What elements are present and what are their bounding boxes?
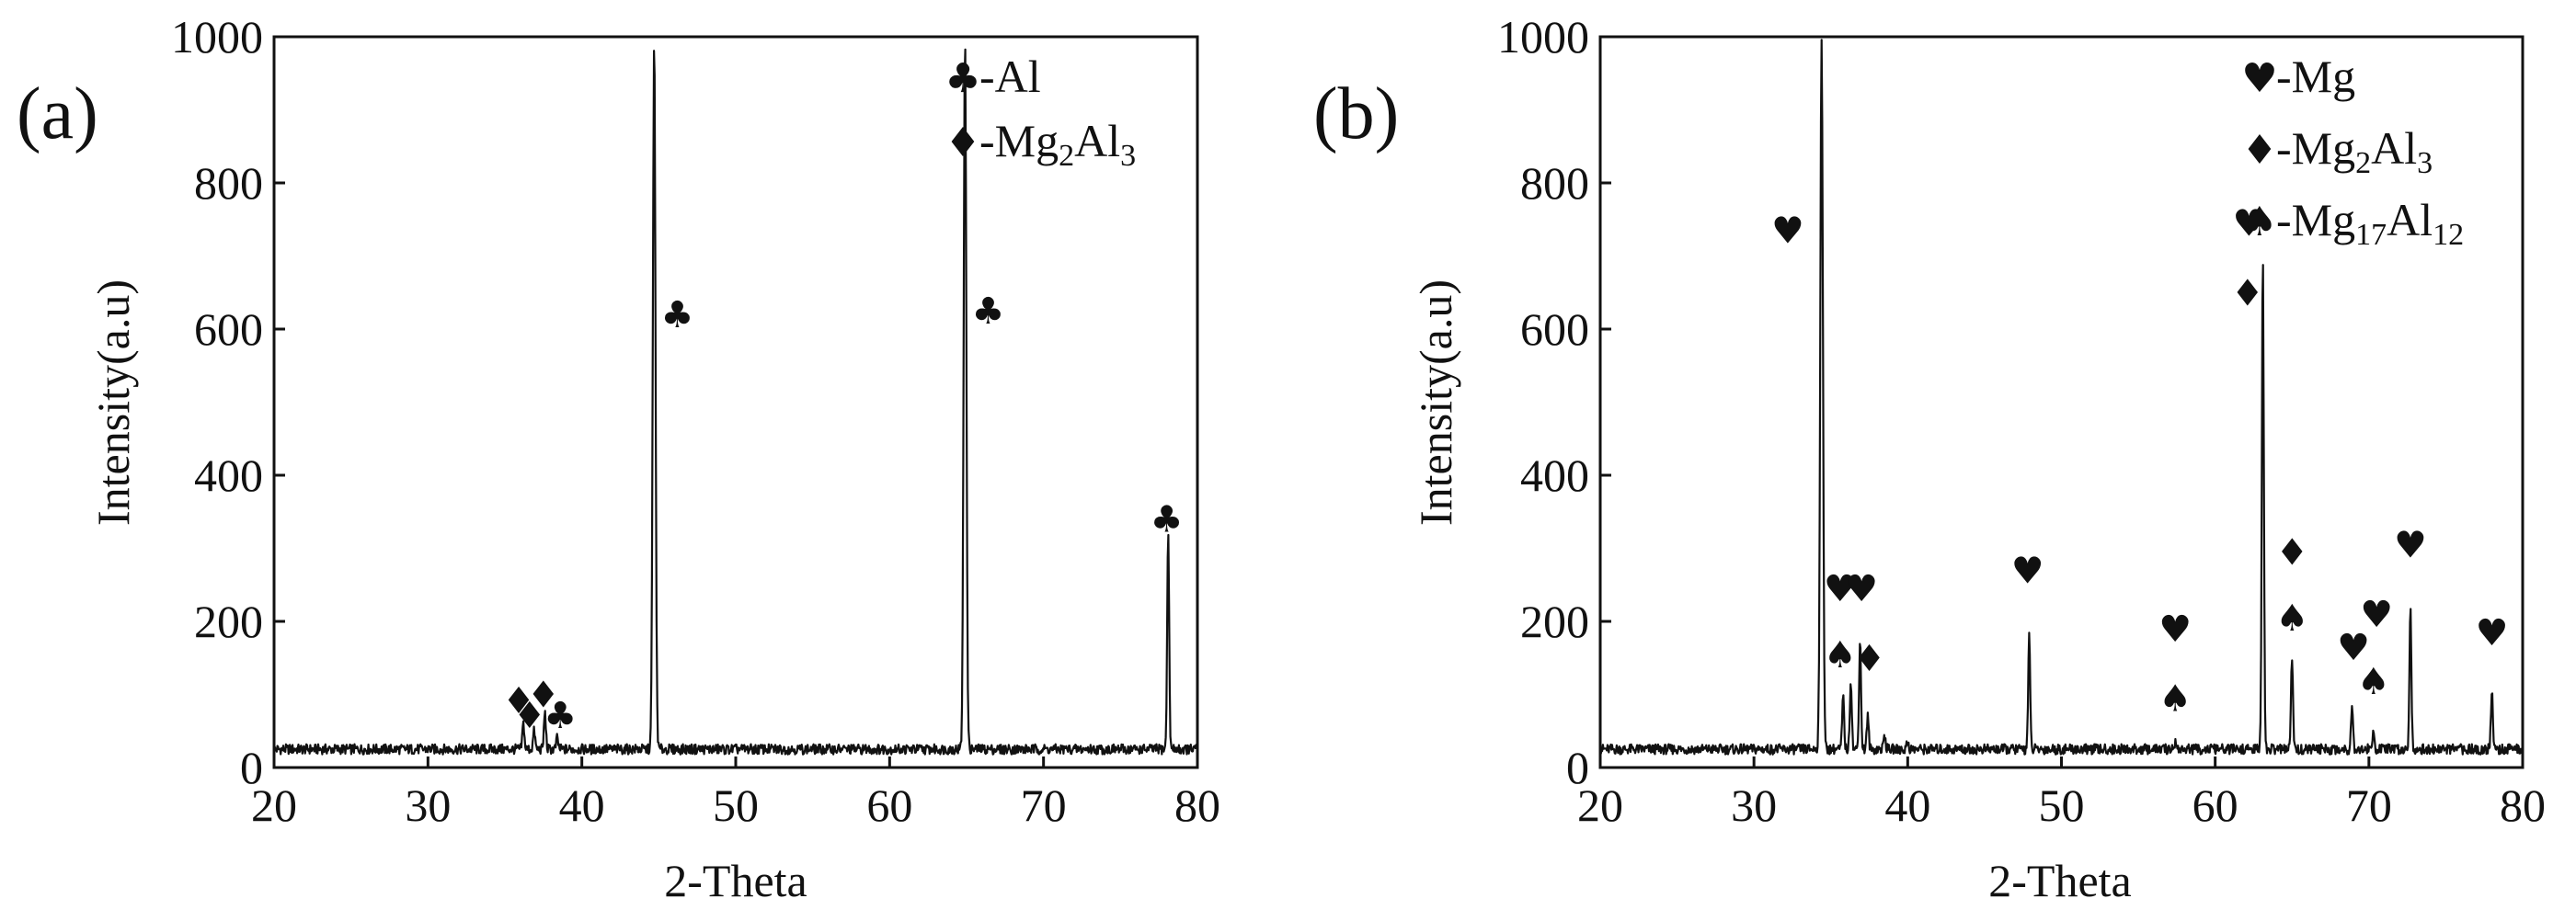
y-tick-label: 800 [1520, 157, 1589, 209]
diamond-marker: ♦ [502, 680, 535, 722]
panel-a-peak-markers: ♦♦♦♣♣ ♣♣ [502, 290, 1183, 737]
heart-marker: ♥ [1771, 210, 1804, 253]
y-tick-label: 1000 [171, 11, 263, 63]
legend-label: -Mg [2276, 51, 2355, 102]
y-tick-label: 800 [194, 157, 263, 209]
panel-b-x-ticks: 20 30 40 50 60 70 80 [1577, 756, 2546, 831]
club-marker: ♣ [544, 695, 577, 737]
y-tick-label: 200 [194, 596, 263, 647]
heart-marker: ♥ [2476, 612, 2509, 654]
heart-marker: ♥ [2394, 525, 2427, 567]
heart-marker: ♥ [2233, 203, 2266, 245]
y-tick-label: 200 [1520, 596, 1589, 647]
heart-marker: ♥ [2337, 627, 2370, 669]
x-tick-label: 70 [2346, 779, 2392, 831]
x-tick-label: 50 [713, 779, 759, 831]
panel-b-xrd-trace [1599, 39, 2524, 756]
club-marker: ♣ [660, 294, 693, 336]
x-tick-label: 60 [866, 779, 912, 831]
panel-b-x-axis-label: 2-Theta [1988, 855, 2131, 906]
y-tick-label: 400 [194, 449, 263, 501]
x-tick-label: 20 [251, 779, 297, 831]
spade-marker: ♠ [1824, 634, 1857, 677]
legend-symbol: ♣ [945, 55, 980, 102]
x-tick-label: 60 [2192, 779, 2238, 831]
diamond-marker: ♦ [513, 695, 546, 737]
panel-b-legend: ♥-Mg ♦-Mg2Al3 ♠-Mg17Al12 [2241, 51, 2464, 252]
heart-marker: ♥ [1824, 568, 1857, 610]
legend-label: -Mg2Al3 [2276, 122, 2433, 180]
heart-marker: ♥ [2158, 609, 2192, 651]
panel-a-x-ticks: 20 30 40 50 60 70 80 [251, 756, 1220, 831]
x-tick-label: 50 [2039, 779, 2085, 831]
y-tick-label: 0 [1566, 742, 1589, 793]
diamond-marker: ♦ [1853, 638, 1886, 680]
panel-a-xrd-trace [272, 48, 1199, 756]
panel-b-y-axis-label: Intensity(a.u) [1410, 279, 1461, 526]
panel-b-label: (b) [1313, 74, 1399, 154]
diamond-marker: ♦ [527, 675, 560, 717]
panel-a-y-axis-label: Intensity(a.u) [87, 279, 139, 526]
y-tick-label: 0 [240, 742, 263, 793]
diamond-marker: ♦ [2275, 531, 2308, 574]
legend-symbol: ♦ [2241, 127, 2277, 174]
legend-symbol: ♠ [2241, 199, 2277, 245]
panel-b-y-ticks: 0 200 400 600 800 1000 [1497, 11, 1611, 793]
heart-marker: ♥ [1845, 568, 1878, 610]
panel-a-label: (a) [17, 74, 98, 154]
panel-a-legend: ♣-Al ♦-Mg2Al3 [945, 51, 1136, 173]
y-tick-label: 1000 [1497, 11, 1589, 63]
legend-label: -Mg17Al12 [2276, 194, 2464, 252]
diamond-marker: ♦ [2231, 272, 2264, 314]
x-tick-label: 40 [1884, 779, 1930, 831]
y-tick-label: 400 [1520, 449, 1589, 501]
x-tick-label: 40 [559, 779, 605, 831]
heart-marker: ♥ [2360, 594, 2393, 636]
x-tick-label: 20 [1577, 779, 1623, 831]
club-marker: ♣ [971, 290, 1004, 333]
x-tick-label: 70 [1021, 779, 1067, 831]
x-tick-label: 30 [405, 779, 451, 831]
legend-symbol: ♦ [945, 119, 980, 166]
y-tick-label: 600 [1520, 303, 1589, 355]
y-tick-label: 600 [194, 303, 263, 355]
club-marker: ♣ [1151, 499, 1184, 541]
x-tick-label: 80 [1174, 779, 1220, 831]
spade-marker: ♠ [2158, 677, 2192, 720]
legend-label: -Al [979, 51, 1041, 102]
panel-b-peak-markers: ♥♥♥♠♦♥♥♠♥♦♦♠ ♥♥♠♥♥ [1771, 203, 2508, 721]
legend-symbol: ♥ [2241, 55, 2277, 102]
panel-a-x-axis-label: 2-Theta [664, 855, 807, 906]
spade-marker: ♠ [2275, 597, 2308, 640]
spade-marker: ♠ [2357, 661, 2390, 703]
x-tick-label: 30 [1731, 779, 1777, 831]
heart-marker: ♥ [2011, 550, 2044, 592]
legend-label: -Mg2Al3 [979, 115, 1136, 173]
panel-a-y-ticks: 0 200 400 600 800 1000 [171, 11, 285, 793]
x-tick-label: 80 [2500, 779, 2546, 831]
